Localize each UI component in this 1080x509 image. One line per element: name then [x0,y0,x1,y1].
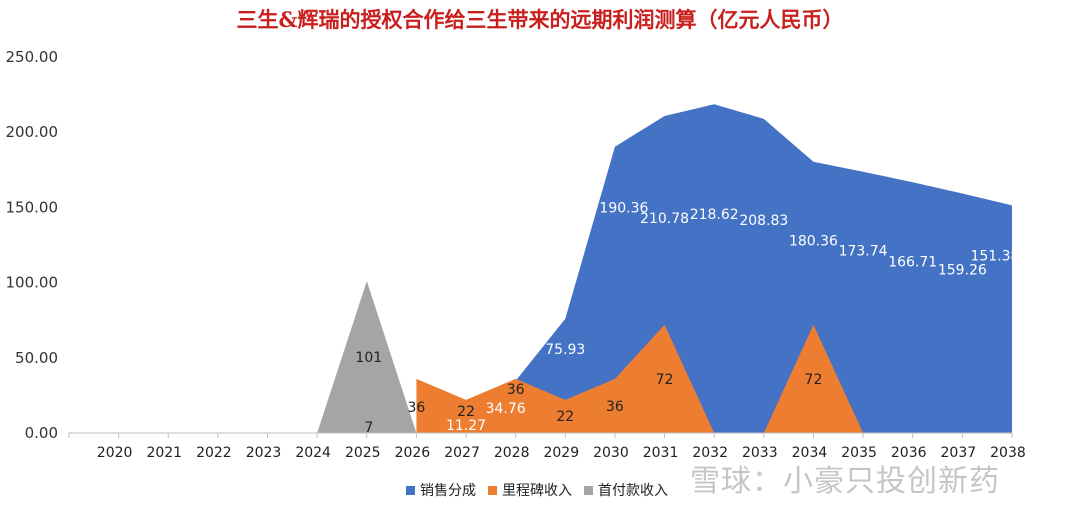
data-label-sales: 190.36 [599,201,648,217]
series-area-2 [317,281,417,433]
y-tick-label: 0.00 [25,424,58,442]
y-tick-label: 200.00 [6,123,59,141]
legend-item-milestone: 里程碑收入 [488,480,572,500]
legend-label-sales-share: 销售分成 [420,483,476,499]
series-area-1 [416,324,864,433]
x-tick-label: 2037 [941,445,977,461]
data-label-milestone: 72 [805,372,823,388]
x-tick-label: 2034 [792,445,828,461]
x-tick-label: 2032 [692,445,728,461]
data-label-milestone: 36 [407,400,425,416]
data-label-sales: 218.62 [690,207,739,223]
watermark: 雪球：小豪只投创新药 [690,464,1000,499]
x-tick-label: 2020 [97,445,133,461]
legend-swatch-sales-share [406,485,415,495]
data-label-extra: 11.27 [446,418,486,434]
legend-label-upfront: 首付款收入 [598,483,668,499]
x-tick-label: 2025 [345,445,381,461]
legend: 销售分成 里程碑收入 首付款收入 [406,480,668,500]
x-tick-label: 2038 [990,445,1026,461]
x-tick-label: 2027 [444,445,480,461]
legend-label-milestone: 里程碑收入 [502,483,572,499]
y-tick-label: 250.00 [6,48,59,66]
x-tick-label: 2028 [494,445,530,461]
series-area-0 [515,104,1012,433]
y-tick-label: 50.00 [15,349,58,367]
x-tick-label: 2030 [593,445,629,461]
x-tick-label: 2033 [742,445,778,461]
data-label-extra: 34.76 [486,401,526,417]
data-label-milestone: 36 [507,382,525,398]
data-label-sales: 159.26 [938,262,987,278]
x-tick-label: 2026 [395,445,431,461]
legend-item-upfront: 首付款收入 [584,480,668,500]
chart-title: 三生&辉瑞的授权合作给三生带来的远期利润测算（亿元人民币） [236,7,844,32]
y-tick-label: 100.00 [6,274,59,292]
data-label-milestone: 22 [457,404,475,420]
x-tick-label: 2021 [146,445,182,461]
x-tick-label: 2023 [246,445,282,461]
legend-swatch-upfront [584,485,593,495]
legend-item-sales-share: 销售分成 [406,480,476,500]
x-tick-label: 2029 [543,445,579,461]
data-label-sales: 151.38 [970,248,1019,264]
data-label-sales: 173.74 [839,244,888,260]
x-tick-label: 2024 [295,445,331,461]
data-label-milestone: 22 [556,409,574,425]
data-label-upfront: 101 [355,350,382,366]
data-label-sales: 180.36 [789,234,838,250]
x-tick-label: 2022 [196,445,232,461]
data-label-upfront-extra: 7 [364,420,373,436]
data-label-sales: 166.71 [888,254,937,270]
data-label-milestone: 36 [606,399,624,415]
x-tick-label: 2036 [891,445,927,461]
y-tick-label: 150.00 [6,198,59,216]
x-tick-label: 2031 [643,445,679,461]
x-tick-label: 2035 [841,445,877,461]
data-label-sales: 208.83 [739,213,788,229]
data-label-sales: 210.78 [640,211,689,227]
data-label-sales: 75.93 [545,342,585,358]
data-label-milestone: 72 [656,372,674,388]
legend-swatch-milestone [488,485,497,495]
